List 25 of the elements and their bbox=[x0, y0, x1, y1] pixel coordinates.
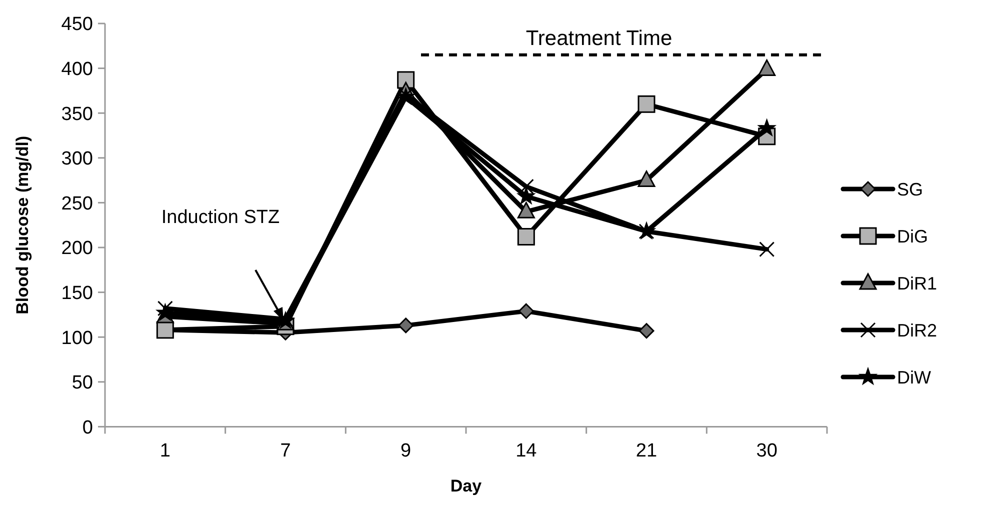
y-tick-label: 450 bbox=[61, 14, 93, 36]
x-tick-label: 1 bbox=[160, 440, 170, 462]
y-tick-label: 200 bbox=[61, 238, 93, 260]
y-tick-label: 50 bbox=[72, 372, 93, 394]
x-tick-label: 9 bbox=[400, 440, 412, 462]
x-tick-label: 14 bbox=[516, 440, 538, 462]
y-axis-title: Blood glucose (mg/dl) bbox=[13, 136, 32, 314]
x-tick-label: 7 bbox=[280, 440, 291, 462]
x-tick-label: 30 bbox=[756, 440, 778, 462]
x-axis-title: Day bbox=[450, 476, 482, 496]
legend-label: DiW bbox=[897, 367, 931, 388]
y-tick-label: 150 bbox=[61, 282, 93, 304]
legend-label: DiG bbox=[897, 226, 928, 246]
annotation: Induction STZ bbox=[161, 207, 280, 228]
y-tick-label: 400 bbox=[61, 58, 93, 80]
x-tick-label: 21 bbox=[636, 440, 658, 462]
y-tick-label: 100 bbox=[61, 328, 93, 349]
legend-label: SG bbox=[897, 179, 924, 200]
ref-line-label: Treatment Time bbox=[526, 26, 672, 50]
y-tick-label: 250 bbox=[61, 193, 93, 214]
y-tick-label: 350 bbox=[61, 104, 93, 125]
y-tick-label: 300 bbox=[61, 148, 93, 170]
legend-label: DiR1 bbox=[897, 273, 938, 294]
legend-label: DiR2 bbox=[897, 320, 938, 340]
y-tick-label: 0 bbox=[82, 417, 93, 438]
